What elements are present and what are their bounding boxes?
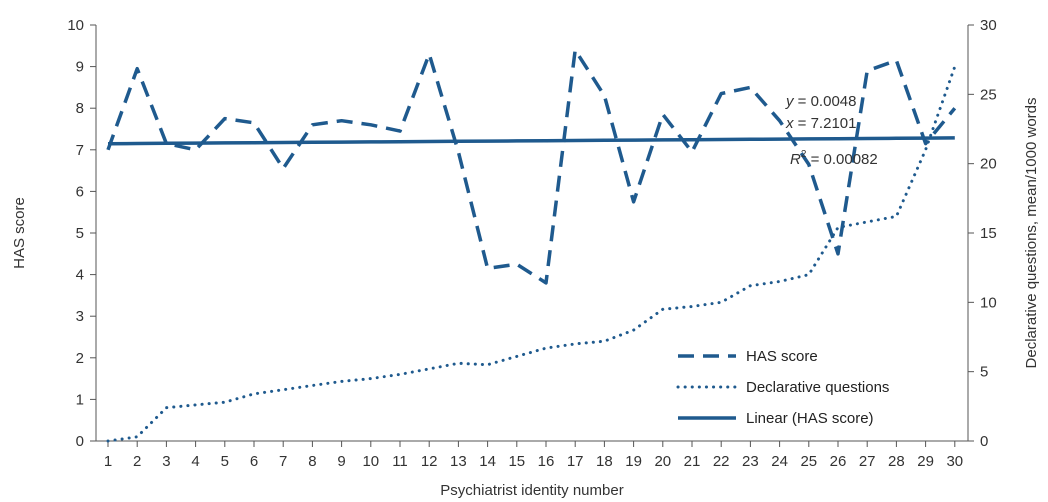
series-linear-has-score-line bbox=[107, 136, 955, 146]
x-tick-label: 9 bbox=[337, 453, 345, 470]
left-tick-label: 10 bbox=[67, 17, 84, 34]
legend-label: Declarative questions bbox=[746, 379, 889, 396]
right-tick-label: 30 bbox=[980, 17, 997, 34]
right-tick-label: 20 bbox=[980, 156, 997, 173]
trendline-r-squared: R2 = 0.00082 bbox=[790, 149, 878, 168]
left-tick-label: 9 bbox=[76, 59, 84, 76]
x-tick-label: 8 bbox=[308, 453, 316, 470]
left-tick-label: 2 bbox=[76, 350, 84, 367]
x-tick-label: 4 bbox=[191, 453, 199, 470]
x-tick-label: 13 bbox=[450, 453, 467, 470]
left-tick-label: 7 bbox=[76, 142, 84, 159]
x-tick-label: 21 bbox=[684, 453, 701, 470]
x-axis-title: Psychiatrist identity number bbox=[440, 482, 623, 499]
legend-label: HAS score bbox=[746, 348, 818, 365]
right-tick-label: 25 bbox=[980, 86, 997, 103]
x-tick-label: 10 bbox=[362, 453, 379, 470]
x-tick-label: 3 bbox=[162, 453, 170, 470]
x-tick-label: 18 bbox=[596, 453, 613, 470]
x-tick-label: 15 bbox=[508, 453, 525, 470]
x-tick-label: 19 bbox=[625, 453, 642, 470]
eq-y-var: y bbox=[785, 93, 795, 110]
right-tick-label: 0 bbox=[980, 433, 988, 450]
left-tick-label: 6 bbox=[76, 183, 84, 200]
right-ticks: 0 5 10 15 20 25 30 bbox=[968, 17, 997, 450]
x-tick-label: 12 bbox=[421, 453, 438, 470]
eq-x-value: = 7.2101 bbox=[794, 115, 857, 132]
left-tick-label: 1 bbox=[76, 391, 84, 408]
x-tick-label: 28 bbox=[888, 453, 905, 470]
x-tick-label: 29 bbox=[917, 453, 934, 470]
x-tick-label: 14 bbox=[479, 453, 496, 470]
r2-var: R bbox=[790, 151, 801, 168]
right-axis-title: Declarative questions, mean/1000 words bbox=[1023, 98, 1040, 369]
x-tick-label: 23 bbox=[742, 453, 759, 470]
x-tick-label: 20 bbox=[654, 453, 671, 470]
left-tick-label: 4 bbox=[76, 267, 84, 284]
x-tick-label: 27 bbox=[859, 453, 876, 470]
series-has-score-line bbox=[106, 48, 957, 285]
x-ticks: 1 2 3 4 5 6 7 8 9 10 11 12 13 14 15 16 17 18 19 20 21 22 23 24 2… bbox=[104, 441, 963, 470]
left-tick-label: 5 bbox=[76, 225, 84, 242]
x-tick-label: 16 bbox=[538, 453, 555, 470]
x-tick-label: 7 bbox=[279, 453, 287, 470]
left-tick-label: 8 bbox=[76, 100, 84, 117]
right-tick-label: 10 bbox=[980, 294, 997, 311]
x-tick-label: 17 bbox=[567, 453, 584, 470]
left-axis-title: HAS score bbox=[11, 197, 28, 269]
x-tick-label: 24 bbox=[771, 453, 788, 470]
x-tick-label: 5 bbox=[221, 453, 229, 470]
left-ticks: 0 1 2 3 4 5 6 7 8 9 10 bbox=[67, 17, 96, 450]
eq-x-var: x bbox=[785, 115, 794, 132]
x-tick-label: 6 bbox=[250, 453, 258, 470]
series-declarative-questions-line bbox=[106, 65, 957, 443]
x-tick-label: 25 bbox=[800, 453, 817, 470]
trendline-equation-y: y = 0.0048 bbox=[785, 93, 856, 110]
x-tick-label: 2 bbox=[133, 453, 141, 470]
r2-value: = 0.00082 bbox=[806, 151, 877, 168]
legend-label: Linear (HAS score) bbox=[746, 410, 874, 427]
left-tick-label: 0 bbox=[76, 433, 84, 450]
x-tick-label: 11 bbox=[392, 453, 408, 470]
series-layer bbox=[106, 48, 957, 443]
right-tick-label: 15 bbox=[980, 225, 997, 242]
trendline-equation-x: x = 7.2101 bbox=[785, 115, 856, 132]
right-tick-label: 5 bbox=[980, 364, 988, 381]
x-tick-label: 22 bbox=[713, 453, 730, 470]
x-tick-label: 26 bbox=[830, 453, 847, 470]
r2-superscript: 2 bbox=[801, 149, 807, 160]
left-tick-label: 3 bbox=[76, 308, 84, 325]
x-tick-label: 1 bbox=[104, 453, 112, 470]
legend: HAS score Declarative questions Linear (HA… bbox=[676, 348, 889, 427]
x-tick-label: 30 bbox=[946, 453, 963, 470]
eq-y-value: = 0.0048 bbox=[794, 93, 857, 110]
